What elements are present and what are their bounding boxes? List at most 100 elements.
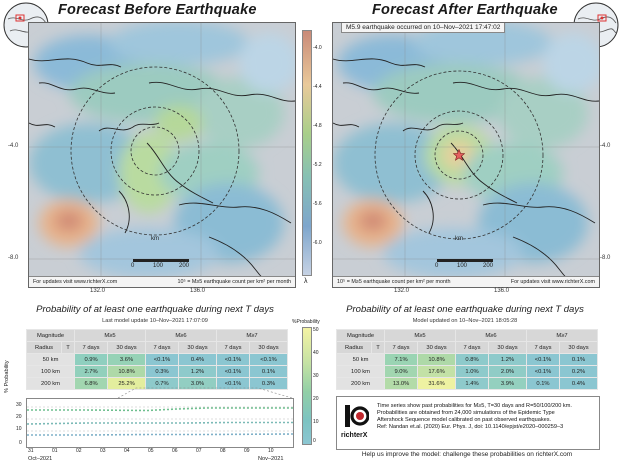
ts-ytick: 20 [16, 414, 22, 420]
period-header: 7 days [215, 341, 251, 354]
prob-cell: 17.6% [417, 365, 456, 378]
prob-cell: 10.8% [417, 353, 456, 366]
right-scale-unit: km [455, 236, 463, 242]
prob-cell: 1.0% [454, 365, 490, 378]
magnitude-header: Magnitude [25, 329, 76, 342]
period-header: 7 days [454, 341, 490, 354]
prob-cell: <0.1% [525, 353, 561, 366]
right-scale-tick-200: 200 [483, 263, 494, 269]
prob-cell: 1.4% [454, 377, 490, 390]
right-lat-tick-2: -8.0 [600, 255, 611, 261]
prob-cell: 0.4% [178, 353, 217, 366]
prob-cell: 2.7% [74, 365, 109, 378]
radius-label: 50 km [335, 353, 386, 366]
prob-cell: <0.1% [144, 353, 180, 366]
info-box: richterX Time series show past probabili… [336, 396, 600, 450]
ts-xtick: 07 [196, 448, 202, 454]
rate-cb-tick-6: -6.0 [313, 240, 322, 246]
left-map-title: Forecast Before Earthquake [58, 2, 257, 18]
right-map-title: Forecast After Earthquake [372, 2, 558, 18]
period-header: 30 days [107, 341, 146, 354]
timeseries-ylabel: % Probability [4, 360, 10, 393]
rate-cb-tick-3: -4.8 [313, 123, 322, 129]
left-scale-tick-0: 0 [131, 263, 135, 269]
mag-col-7: M≥7 [525, 329, 599, 342]
right-lon-tick-1: 132.0 [394, 288, 410, 294]
prob-cell: 0.8% [454, 353, 490, 366]
info-line: Aftershock Sequence model calibrated on … [377, 417, 552, 423]
prob-cell: 1.2% [178, 365, 217, 378]
prob-cell: 0.7% [144, 377, 180, 390]
right-table-subtitle: Model updated on 10–Nov–2021 18:05:28 [412, 318, 518, 324]
prob-cell: 31.6% [417, 377, 456, 390]
ts-ytick: 10 [16, 426, 22, 432]
prob-cb-title: %Probability [292, 319, 320, 325]
period-header: 30 days [178, 341, 217, 354]
mag-col-5: M≥5 [74, 329, 146, 342]
info-reference[interactable]: Ref: Nandan et.al. (2020) Eur. Phys. J, … [377, 424, 564, 430]
right-footer-units: 10⁵ = M≥5 earthquake count per km² per m… [337, 279, 451, 285]
ts-xtick: 06 [172, 448, 178, 454]
radius-header: Radius [335, 341, 373, 354]
ts-xtick: 09 [244, 448, 250, 454]
period-header: 7 days [384, 341, 419, 354]
table-row: 200 km 13.0% 31.6% 1.4% 3.9% 0.1% 0.4% [335, 377, 598, 390]
ts-xtick: 02 [76, 448, 82, 454]
prob-cell: 3.0% [178, 377, 217, 390]
ts-xtick: 05 [148, 448, 154, 454]
left-lat-tick-1: -4.0 [8, 143, 19, 149]
radius-label: 200 km [335, 377, 386, 390]
left-probability-table: Magnitude M≥5 M≥6 M≥7 Radius T 7 days 30… [25, 329, 289, 390]
period-header: 30 days [417, 341, 456, 354]
richterx-logo-icon [343, 403, 370, 429]
ts-xtick: 10 [268, 448, 274, 454]
ts-xtick: 31 [28, 448, 34, 454]
right-scale-tick-100: 100 [457, 263, 468, 269]
left-scale-tick-100: 100 [153, 263, 164, 269]
probability-timeseries[interactable] [26, 398, 294, 448]
left-lon-tick-2: 136.0 [190, 288, 206, 294]
left-footer-link[interactable]: For updates visit www.richterX.com [33, 279, 118, 285]
prob-cb-tick: 10 [313, 419, 319, 425]
prob-cell: 25.2% [107, 377, 146, 390]
prob-cb-tick: 40 [313, 350, 319, 356]
left-table-subtitle: Last model update 10–Nov–2021 17:07:09 [102, 318, 208, 324]
left-footer-units: 10⁵ = M≥5 earthquake count per km² per m… [177, 279, 291, 285]
period-header: 30 days [249, 341, 288, 354]
left-map-footer: For updates visit www.richterX.com 10⁵ =… [29, 276, 295, 287]
challenge-link[interactable]: Help us improve the model: challenge the… [361, 451, 573, 458]
right-map-footer: 10⁵ = M≥5 earthquake count per km² per m… [333, 276, 599, 287]
right-probability-table: Magnitude M≥5 M≥6 M≥7 Radius T 7 days 30… [335, 329, 599, 390]
right-table-title: Probability of at least one earthquake d… [346, 304, 584, 315]
table-row: 200 km 6.8% 25.2% 0.7% 3.0% <0.1% 0.3% [25, 377, 288, 390]
period-header: 7 days [144, 341, 180, 354]
left-scale-bar [133, 259, 189, 262]
prob-cell: 0.1% [559, 353, 598, 366]
mag-col-7: M≥7 [215, 329, 289, 342]
prob-cell: <0.1% [215, 365, 251, 378]
prob-cell: 0.9% [74, 353, 109, 366]
ts-month-end: Nov–2021 [258, 456, 284, 462]
epicenter-star-icon[interactable] [453, 149, 465, 161]
radius-label: 100 km [25, 365, 76, 378]
prob-cell: 2.0% [488, 365, 527, 378]
probability-colorbar [302, 327, 312, 445]
prob-cell: 0.4% [559, 377, 598, 390]
right-forecast-map[interactable]: M5.9 earthquake occurred on 10–Nov–2021 … [332, 22, 600, 288]
prob-cb-tick: 0 [313, 438, 316, 444]
period-header: 30 days [488, 341, 527, 354]
prob-cell: 0.1% [525, 377, 561, 390]
richterx-logo-text: richterX [341, 432, 368, 439]
right-footer-link[interactable]: For updates visit www.richterX.com [510, 279, 595, 285]
ts-ytick: 0 [19, 440, 22, 446]
magnitude-header: Magnitude [335, 329, 386, 342]
prob-cell: <0.1% [215, 377, 251, 390]
prob-cell: 13.0% [384, 377, 419, 390]
left-forecast-map[interactable]: km 0 100 200 For updates visit www.richt… [28, 22, 296, 288]
prob-cell: 7.1% [384, 353, 419, 366]
mag-col-6: M≥6 [454, 329, 527, 342]
rate-colorbar [302, 30, 312, 276]
table-row: 100 km 2.7% 10.8% 0.3% 1.2% <0.1% 0.1% [25, 365, 288, 378]
left-lat-tick-2: -8.0 [8, 255, 19, 261]
ts-xtick: 04 [124, 448, 130, 454]
